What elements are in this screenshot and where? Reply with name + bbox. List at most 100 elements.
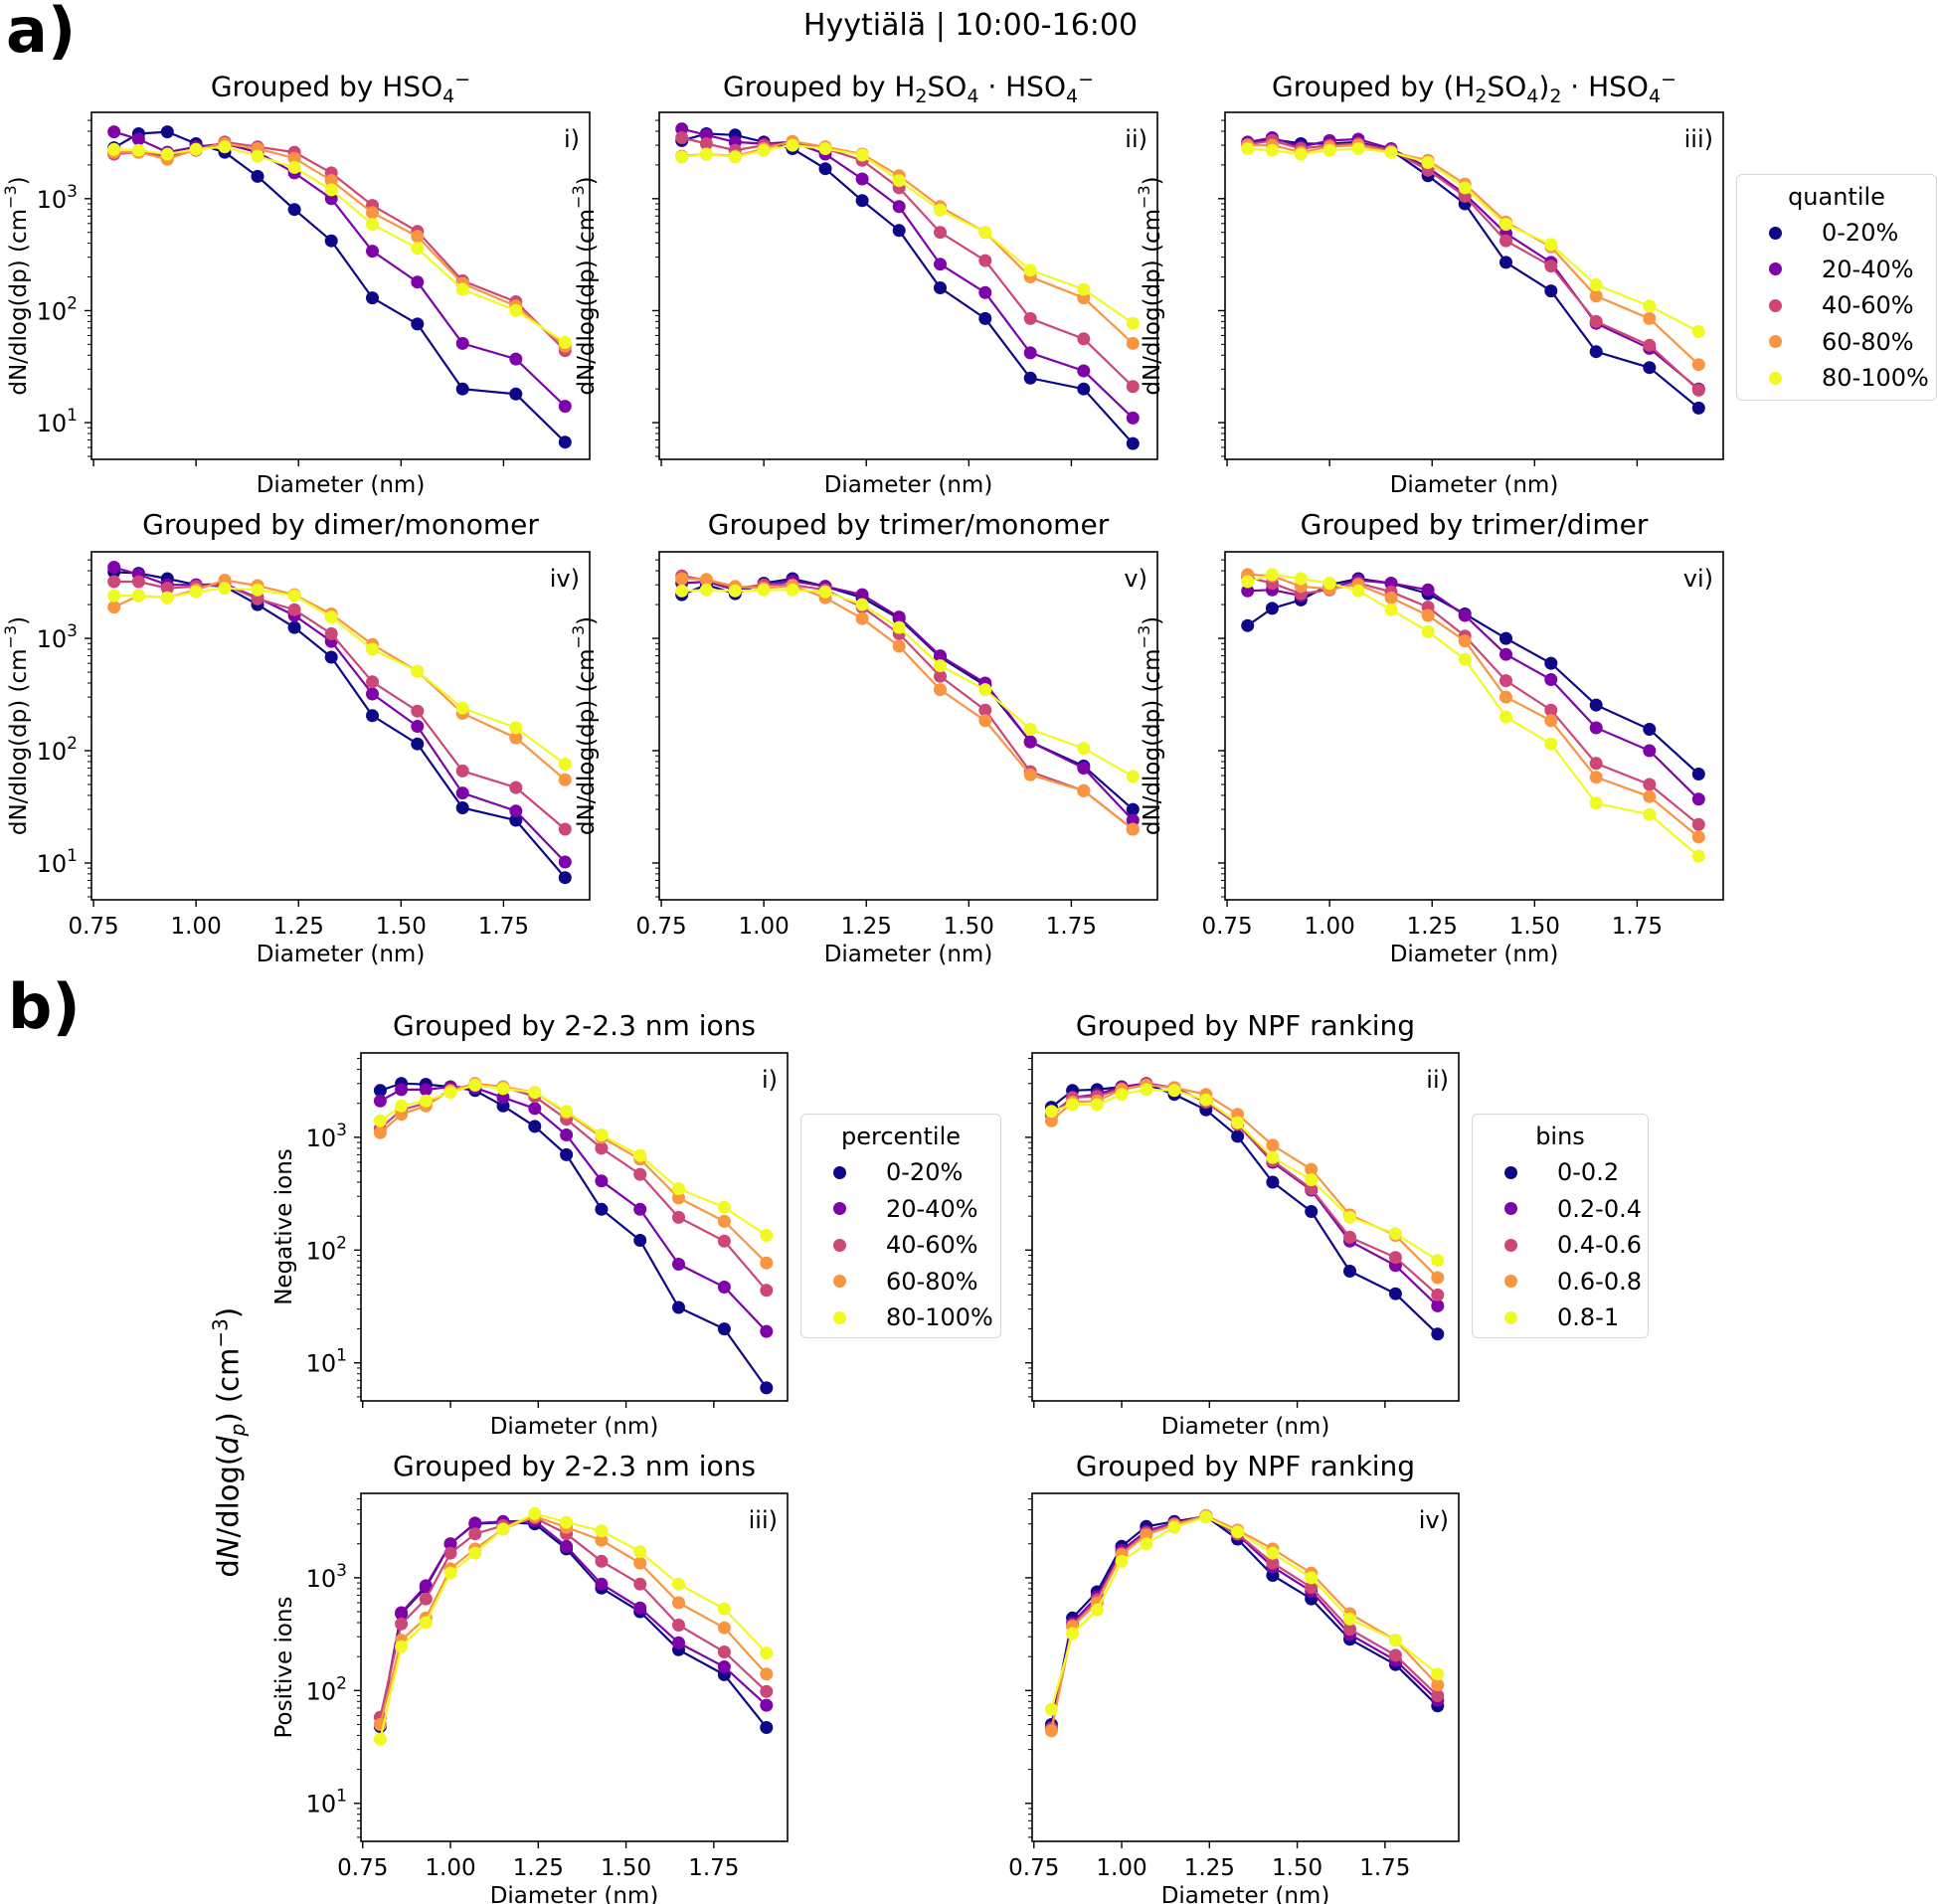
y-tick-label: 103	[37, 621, 78, 653]
data-point	[107, 601, 121, 614]
data-point	[1066, 1098, 1080, 1112]
data-point	[672, 1182, 685, 1196]
panel-title: Grouped by trimer/dimer	[1300, 508, 1649, 541]
series-80-100%	[373, 1078, 774, 1242]
data-point	[509, 731, 523, 745]
data-point	[760, 1324, 774, 1338]
data-point	[189, 142, 203, 156]
legend-label: 0-0.2	[1557, 1158, 1620, 1187]
data-point	[160, 582, 174, 596]
panel-title: Grouped by HSO4−	[210, 69, 471, 107]
legend-marker-icon	[1769, 335, 1782, 349]
data-point	[287, 603, 301, 616]
data-point	[1544, 714, 1558, 728]
data-point	[1343, 1265, 1356, 1278]
data-point	[595, 1202, 609, 1216]
series-80-100%	[675, 138, 1140, 330]
data-point	[1643, 338, 1657, 352]
legend-label: 60-80%	[886, 1267, 978, 1296]
data-point	[496, 1522, 510, 1536]
data-point	[595, 1174, 609, 1188]
data-point	[411, 275, 425, 289]
x-tick-label: 1.00	[425, 1855, 475, 1881]
data-point	[1544, 703, 1558, 717]
data-point	[672, 1636, 685, 1649]
x-axis-label: Diameter (nm)	[824, 472, 993, 498]
data-point	[395, 1083, 409, 1097]
data-point	[1589, 698, 1603, 712]
data-point	[560, 1128, 574, 1141]
data-point	[1431, 1689, 1445, 1702]
data-point	[595, 1141, 609, 1155]
shared-y-axis-label: dN/dlog(dp) (cm−3)	[208, 1274, 249, 1612]
legend-label: 20-40%	[886, 1194, 978, 1223]
data-point	[1589, 314, 1603, 328]
data-point	[411, 737, 425, 751]
legend-label: 20-40%	[1822, 255, 1914, 283]
x-tick-label: 0.75	[68, 914, 118, 940]
data-point	[1343, 1623, 1356, 1637]
data-point	[1305, 1162, 1319, 1176]
data-point	[1126, 411, 1140, 425]
data-point	[760, 1256, 774, 1270]
data-point	[633, 1577, 647, 1591]
data-point	[560, 1539, 574, 1553]
data-point	[717, 1234, 731, 1248]
data-point	[1126, 436, 1140, 450]
x-tick-label: 1.25	[273, 914, 324, 940]
legend-item: 0.8-1	[1473, 1299, 1648, 1336]
data-point	[1126, 380, 1140, 394]
data-point	[455, 786, 469, 800]
figure-suptitle: Hyytiälä | 10:00-16:00	[802, 8, 1139, 43]
data-point	[131, 143, 145, 157]
data-point	[1499, 256, 1512, 269]
data-point	[1431, 1298, 1445, 1312]
data-point	[717, 1660, 731, 1673]
legend-marker-icon	[1504, 1202, 1517, 1216]
axes-a-v: 0.75 1.00 1.25 1.50 1.75 Diameter (nm) dN/dlog…	[569, 551, 1158, 967]
data-point	[560, 1515, 574, 1529]
x-tick-label: 1.75	[688, 1855, 739, 1881]
legend-marker-icon	[833, 1202, 846, 1216]
data-point	[1544, 737, 1558, 751]
data-point	[675, 131, 689, 144]
y-tick-label: 101	[37, 846, 78, 878]
legend-label: 0-20%	[1822, 219, 1899, 248]
axes-frame	[1031, 1052, 1460, 1402]
data-point	[251, 592, 264, 606]
x-tick-label: 1.00	[1305, 914, 1355, 940]
section-a-label: a)	[6, 0, 77, 67]
legend-marker-icon	[833, 1238, 846, 1252]
data-point	[189, 585, 203, 599]
data-point	[760, 1229, 774, 1242]
data-point	[1643, 807, 1657, 821]
data-point	[1305, 1571, 1319, 1585]
data-point	[1691, 358, 1705, 372]
data-point	[1066, 1627, 1080, 1641]
data-point	[1231, 1129, 1245, 1143]
data-point	[1231, 1525, 1245, 1539]
data-point	[218, 582, 232, 596]
legend-marker-icon	[1504, 1275, 1517, 1289]
data-point	[373, 1125, 387, 1139]
data-point	[1305, 1581, 1319, 1595]
y-tick-label: 102	[306, 1673, 347, 1705]
data-point	[1266, 1175, 1280, 1189]
axes-b-i: 101 102 103 Diameter (nm) Negative ions i)	[271, 1052, 789, 1440]
data-point	[558, 758, 572, 771]
axes-b-ii: Diameter (nm) ii)	[1025, 1052, 1460, 1440]
series-80-100%	[1241, 142, 1705, 338]
data-point	[760, 1667, 774, 1681]
data-point	[1265, 143, 1279, 157]
data-point	[1167, 1520, 1181, 1534]
data-point	[934, 683, 947, 697]
data-point	[633, 1167, 647, 1181]
data-point	[373, 1114, 387, 1127]
data-point	[1044, 1114, 1058, 1127]
data-point	[1431, 1271, 1445, 1285]
data-point	[366, 675, 379, 689]
series-80-100%	[373, 1506, 774, 1746]
data-point	[699, 573, 713, 587]
data-point	[1589, 757, 1603, 771]
data-point	[395, 1099, 409, 1113]
